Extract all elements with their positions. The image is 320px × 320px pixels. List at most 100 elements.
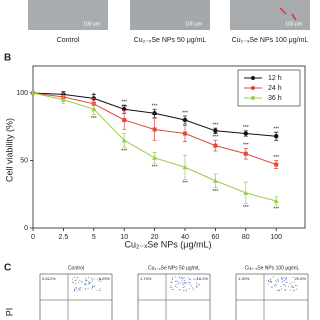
event-dot xyxy=(182,277,184,279)
event-dot xyxy=(282,277,284,279)
event-dot xyxy=(175,280,177,282)
marker xyxy=(152,155,158,160)
event-dot xyxy=(81,281,83,283)
event-dot xyxy=(93,278,95,280)
event-dot xyxy=(296,285,298,287)
event-dot xyxy=(78,288,80,290)
significance: *** xyxy=(182,120,188,126)
event-dot xyxy=(198,283,200,285)
marker xyxy=(91,106,97,112)
scale-label: 100 μm xyxy=(285,21,302,27)
quadrant-value: 20.6% xyxy=(295,276,307,281)
marker xyxy=(274,134,279,139)
event-dot xyxy=(185,282,187,284)
x-tick-label: 100 xyxy=(270,234,282,241)
panel-a: 100 μm 100 μm 100 μm Control Cu₂₋ₓSe NPs… xyxy=(28,0,310,44)
event-dot xyxy=(271,281,273,283)
event-dot xyxy=(196,284,198,286)
marker xyxy=(213,128,218,133)
event-dot xyxy=(85,277,87,279)
event-dot xyxy=(295,285,297,287)
event-dot xyxy=(267,283,269,285)
event-dot xyxy=(171,286,173,288)
event-dot xyxy=(271,281,273,283)
event-dot xyxy=(189,278,191,280)
event-dot xyxy=(181,278,183,280)
event-dot xyxy=(84,279,86,281)
event-dot xyxy=(71,281,73,283)
event-dot xyxy=(189,283,191,285)
marker xyxy=(152,127,157,132)
event-dot xyxy=(184,282,186,284)
event-dot xyxy=(86,279,88,281)
event-dot xyxy=(281,278,283,280)
event-dot xyxy=(99,288,101,290)
significance: *** xyxy=(91,116,97,122)
event-dot xyxy=(171,288,173,290)
marker xyxy=(121,137,127,143)
event-dot xyxy=(292,287,294,289)
scale-label: 100 μm xyxy=(185,21,202,27)
event-dot xyxy=(192,287,194,289)
panel-label: C xyxy=(4,263,11,274)
legend-marker xyxy=(251,76,255,80)
event-dot xyxy=(178,289,180,291)
x-tick-label: 60 xyxy=(212,234,220,241)
arrow xyxy=(279,7,297,21)
event-dot xyxy=(172,278,174,280)
significance: *** xyxy=(212,135,218,141)
event-dot xyxy=(270,280,272,282)
micrograph xyxy=(130,0,210,30)
marker xyxy=(212,178,218,183)
panel-title: Cu₂₋ₓSe NPs 100 μg/mL xyxy=(245,265,300,271)
caption: Cu₂₋ₓSe NPs 50 μg/mL xyxy=(134,37,207,44)
quadrant-lines xyxy=(138,274,210,320)
event-dot xyxy=(175,285,177,287)
event-dot xyxy=(169,287,171,289)
event-dot xyxy=(285,277,287,279)
event-dot xyxy=(183,286,185,288)
event-dot xyxy=(182,281,184,283)
event-dot xyxy=(294,289,296,291)
marker xyxy=(122,118,127,122)
significance: *** xyxy=(243,143,249,149)
significance: *** xyxy=(152,113,158,119)
event-dot xyxy=(91,280,93,282)
event-dot xyxy=(275,281,277,283)
event-dot xyxy=(92,286,94,288)
event-dot xyxy=(79,287,81,289)
significance: *** xyxy=(243,125,249,131)
event-dot xyxy=(269,281,271,283)
event-dot xyxy=(176,286,178,288)
event-dot xyxy=(170,284,172,286)
event-dot xyxy=(287,286,289,288)
event-dot xyxy=(286,281,288,283)
quadrant-value: 0.612% xyxy=(42,276,56,281)
event-dot xyxy=(177,281,179,283)
event-dot xyxy=(173,289,175,291)
quadrant-value: 1.74% xyxy=(140,276,152,281)
event-dot xyxy=(284,289,286,291)
event-dot xyxy=(175,283,177,285)
event-dot xyxy=(194,278,196,280)
plot-frame xyxy=(32,65,306,229)
event-dot xyxy=(181,283,183,285)
event-dot xyxy=(183,282,185,284)
flow-plot xyxy=(39,273,113,320)
event-dot xyxy=(79,279,81,281)
panel-label: B xyxy=(4,53,11,64)
event-dot xyxy=(281,276,283,278)
x-tick-label: 0 xyxy=(31,234,35,241)
panel-title: Control xyxy=(68,265,84,271)
marker xyxy=(243,151,248,156)
event-dot xyxy=(75,282,77,284)
event-dot xyxy=(91,288,93,290)
event-dot xyxy=(89,283,91,285)
event-dot xyxy=(179,282,181,284)
marker xyxy=(182,164,188,170)
event-dot xyxy=(76,287,78,289)
event-dot xyxy=(97,290,99,292)
event-dot xyxy=(88,276,90,278)
significance: *** xyxy=(182,110,188,116)
